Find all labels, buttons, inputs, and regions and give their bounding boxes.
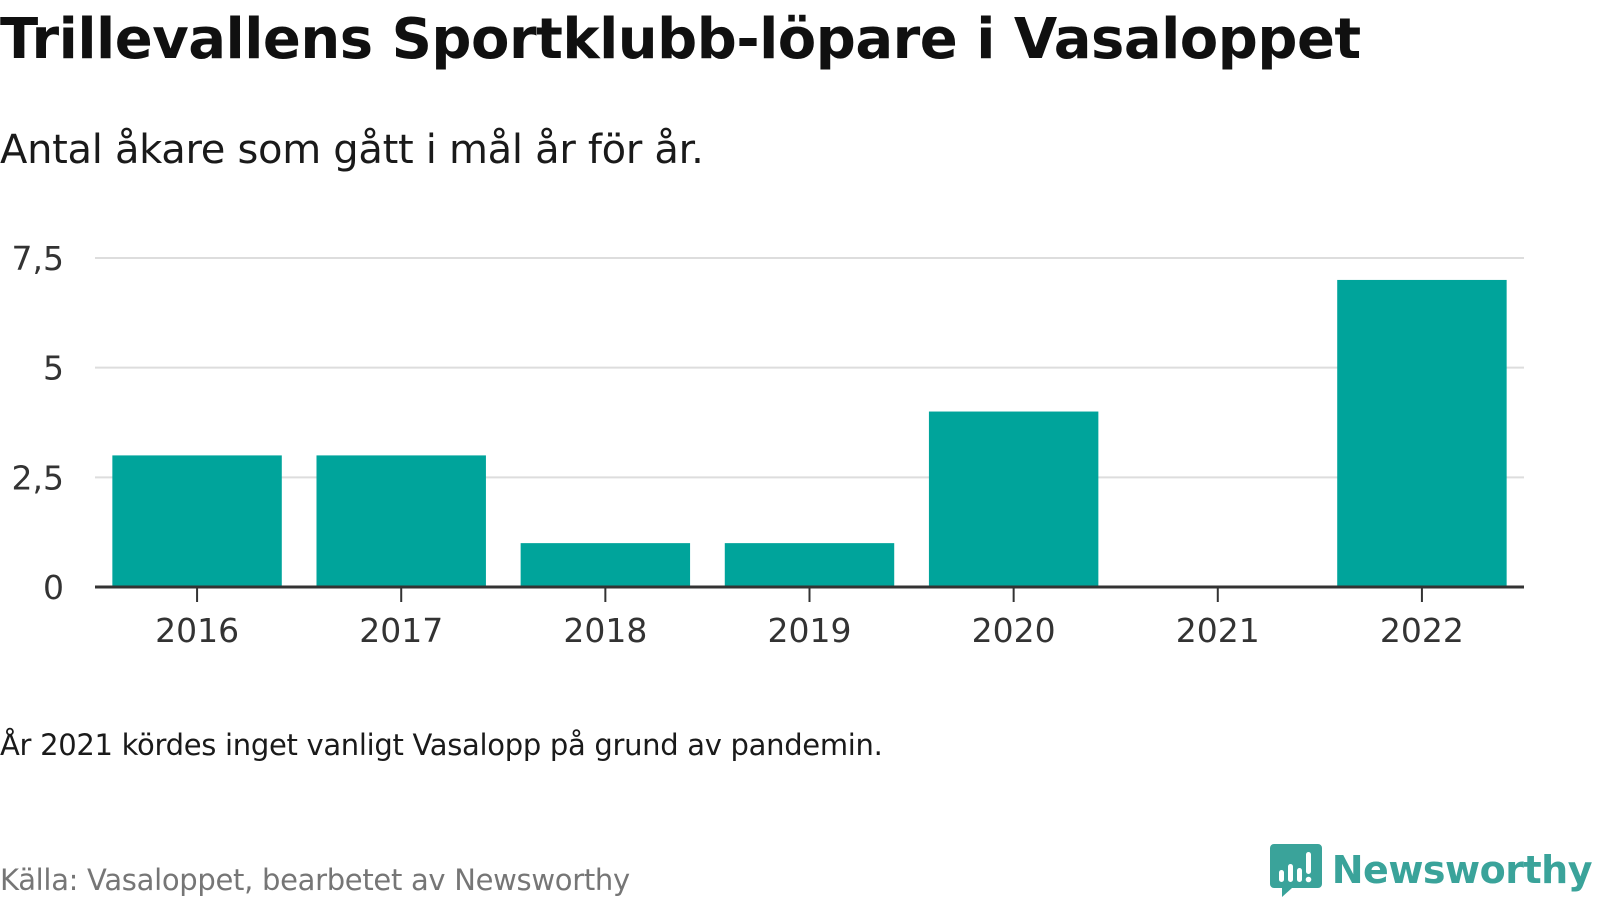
x-tick-label: 2016 (155, 611, 239, 650)
bar-2016 (112, 455, 282, 587)
brand-logo-link[interactable]: Newsworthy (1269, 840, 1593, 900)
y-tick-label: 0 (43, 568, 64, 607)
bar-chart: 0 2,5 5 7,5 2016 2017 2018 2019 2020 2021 2022 (0, 220, 1600, 660)
bar-2017 (316, 455, 486, 587)
x-tick-label: 2019 (768, 611, 852, 650)
chart-subtitle: Antal åkare som gått i mål år för år. (0, 127, 704, 173)
bar-2018 (520, 543, 691, 587)
x-axis-tick-labels: 2016 2017 2018 2019 2020 2021 2022 (155, 611, 1464, 650)
bar-2020 (928, 411, 1099, 587)
chart-title: Trillevallens Sportklubb-löpare i Vasalo… (0, 7, 1361, 72)
x-tick-label: 2018 (563, 611, 647, 650)
bar-chart-svg: 0 2,5 5 7,5 2016 2017 2018 2019 2020 2021 2022 (12, 239, 1524, 650)
y-tick-label: 7,5 (12, 239, 64, 278)
brand-name: Newsworthy (1331, 848, 1593, 892)
source-credit: Källa: Vasaloppet, bearbetet av Newswort… (0, 863, 630, 897)
bar-2022 (1337, 279, 1507, 587)
x-tick-label: 2017 (359, 611, 443, 650)
y-axis-tick-labels: 0 2,5 5 7,5 (12, 239, 64, 607)
y-tick-label: 2,5 (12, 458, 64, 497)
bars (112, 279, 1507, 587)
bar-2019 (724, 543, 895, 587)
x-tick-label: 2020 (972, 611, 1056, 650)
x-axis (95, 585, 1524, 602)
chart-note: År 2021 kördes inget vanligt Vasalopp på… (0, 728, 883, 762)
x-tick-label: 2021 (1176, 611, 1260, 650)
y-tick-label: 5 (43, 349, 64, 388)
bar-chart-speech-bubble-icon (1269, 844, 1322, 897)
x-tick-label: 2022 (1380, 611, 1464, 650)
gridlines (95, 257, 1524, 479)
